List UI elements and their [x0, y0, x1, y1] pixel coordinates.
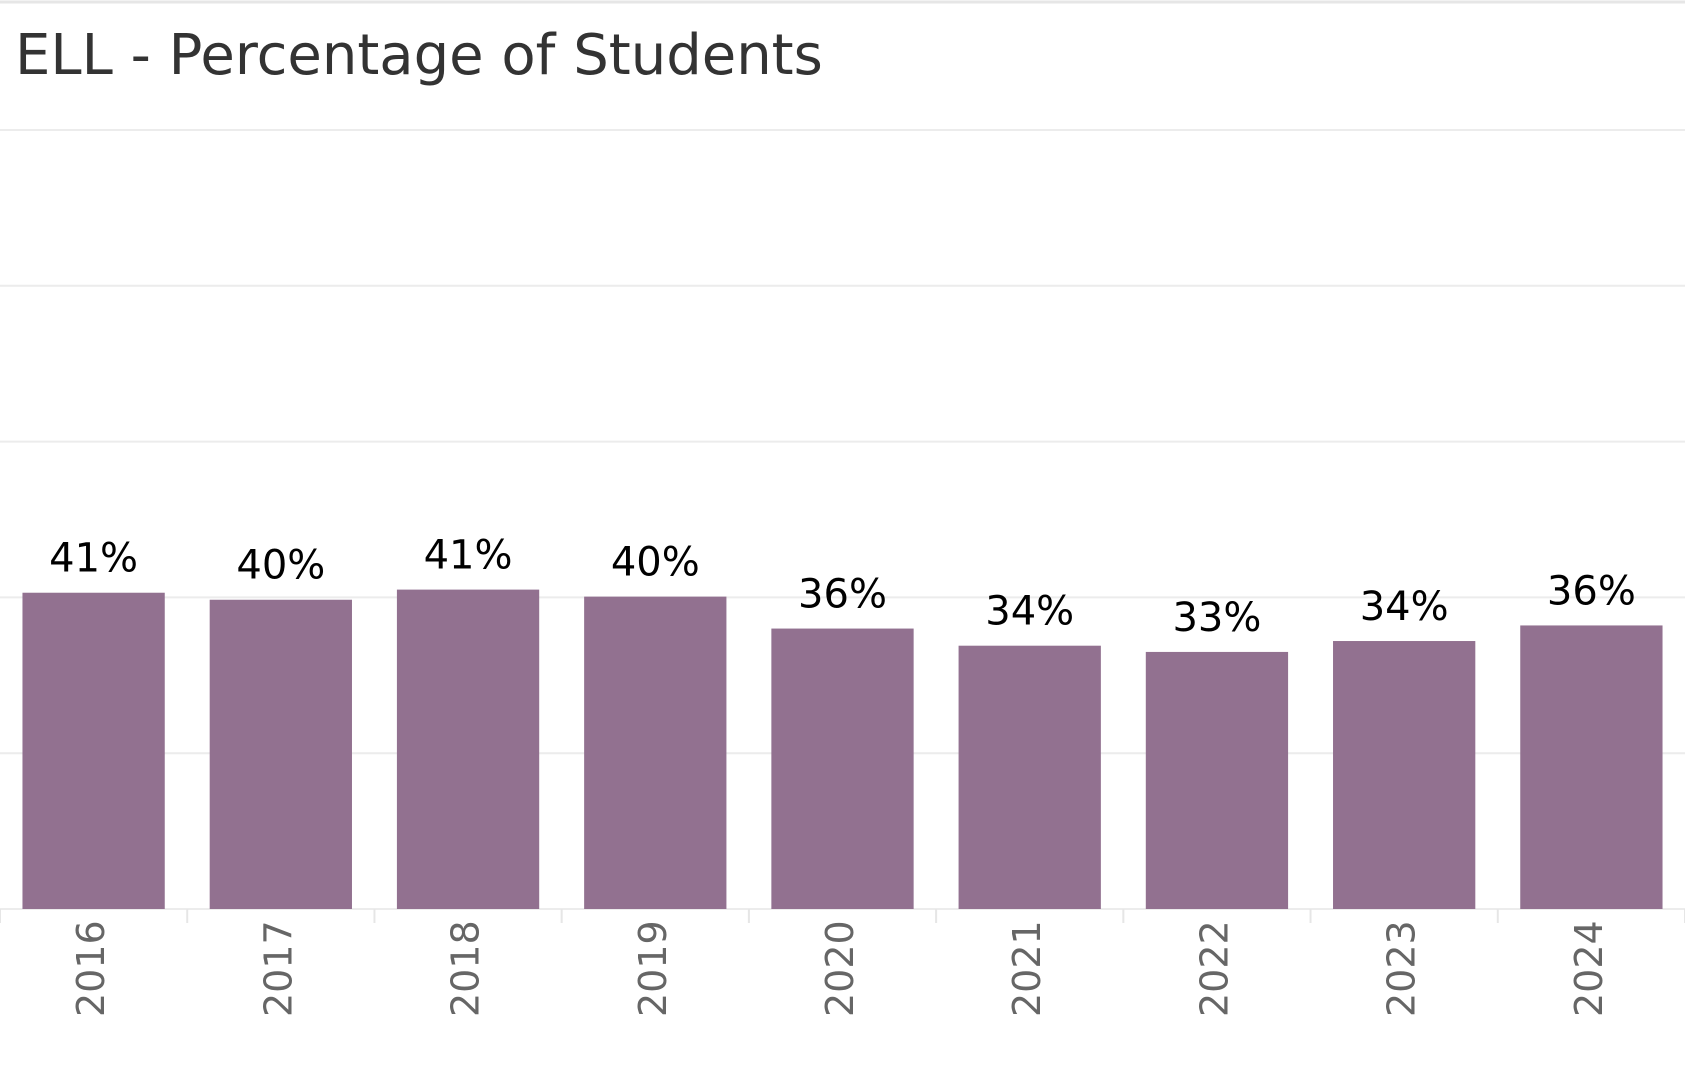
data-label: 41% — [49, 536, 138, 582]
x-tick-label: 2021 — [1005, 920, 1049, 1017]
x-tick-label: 2019 — [631, 920, 675, 1017]
data-label: 40% — [611, 540, 700, 586]
x-tick-label: 2024 — [1567, 920, 1611, 1017]
bar — [1145, 651, 1289, 909]
bar — [1520, 625, 1663, 909]
chart-title: ELL - Percentage of Students — [15, 23, 823, 88]
x-tick-label: 2023 — [1380, 920, 1424, 1017]
bar — [22, 592, 165, 909]
x-tick-label: 2018 — [444, 920, 488, 1017]
bar — [584, 596, 727, 909]
data-label: 36% — [798, 572, 887, 618]
x-tick-label: 2020 — [818, 920, 862, 1017]
bar — [958, 645, 1101, 909]
bar — [209, 599, 352, 909]
data-label: 41% — [424, 533, 513, 579]
bar — [771, 628, 914, 909]
data-label: 33% — [1172, 595, 1261, 641]
data-label: 40% — [236, 543, 325, 589]
data-label: 34% — [1360, 584, 1449, 630]
x-tick-label: 2017 — [256, 920, 300, 1017]
x-tick-label: 2022 — [1192, 920, 1236, 1017]
data-label: 36% — [1547, 568, 1636, 614]
bar — [1333, 641, 1476, 909]
bar — [396, 589, 540, 909]
x-tick-label: 2016 — [69, 920, 113, 1017]
data-label: 34% — [985, 589, 1074, 635]
